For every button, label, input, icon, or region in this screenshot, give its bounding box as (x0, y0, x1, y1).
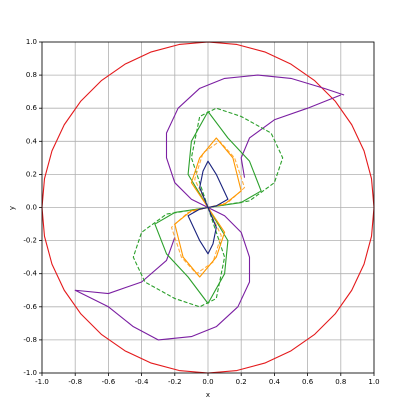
x-axis-label: x (206, 391, 210, 399)
x-tick-label: -1.0 (35, 378, 49, 386)
y-tick-label: -0.2 (23, 237, 37, 245)
x-tick-label: -0.8 (68, 378, 82, 386)
y-tick-label: 0.4 (26, 137, 38, 145)
y-tick-label: -0.4 (23, 270, 37, 278)
x-tick-label: -0.4 (135, 378, 149, 386)
y-tick-label: 1.0 (26, 38, 37, 46)
y-tick-label: 0.6 (26, 104, 38, 112)
y-tick-label: -1.0 (23, 369, 37, 377)
y-tick-label: -0.6 (23, 303, 37, 311)
y-tick-label: 0.2 (26, 170, 37, 178)
x-tick-label: 0.4 (269, 378, 281, 386)
data-line (187, 160, 229, 255)
y-axis-label: y (8, 206, 16, 210)
x-tick-label: 0.6 (302, 378, 314, 386)
plot-frame (41, 41, 375, 374)
y-tick-label: 0.0 (26, 204, 37, 212)
x-tick-label: 1.0 (368, 378, 379, 386)
x-tick-label: 0.8 (335, 378, 346, 386)
data-line (74, 74, 345, 341)
y-tick-label: 0.8 (26, 71, 37, 79)
x-tick-label: -0.2 (168, 378, 182, 386)
x-tick-label: 0.0 (202, 378, 213, 386)
x-tick-label: -0.6 (102, 378, 116, 386)
y-tick-label: -0.8 (23, 336, 37, 344)
x-tick-label: 0.2 (236, 378, 247, 386)
